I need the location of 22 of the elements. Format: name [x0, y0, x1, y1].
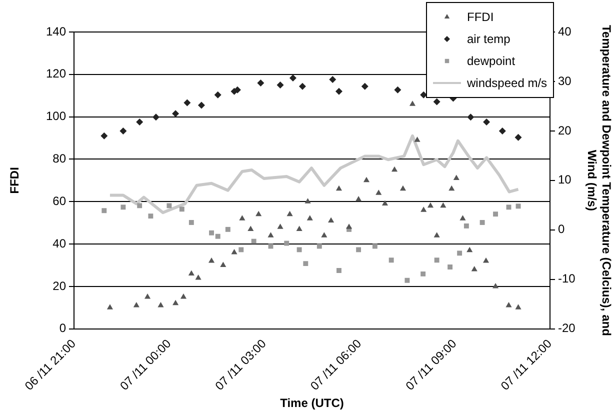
legend-label: FFDI — [467, 10, 494, 24]
y2-axis-title: Temperature and Dewpoint Temperature (Celcius), and Wind (m/s) — [585, 24, 614, 336]
x-axis-title: Time (UTC) — [280, 396, 344, 410]
y-tick-label: 40 — [52, 236, 66, 250]
legend-label: air temp — [467, 32, 510, 46]
y2-tick-label: 10 — [558, 172, 572, 187]
y2-tick-label: 0 — [558, 222, 565, 236]
y2-tick-label: -10 — [558, 272, 576, 286]
y-tick-label: 20 — [52, 278, 66, 293]
y-tick-label: 0 — [59, 321, 66, 336]
legend-label: windspeed m/s — [467, 76, 548, 90]
y-tick-label: 140 — [46, 24, 66, 38]
y-axis-title: FFDI — [8, 167, 22, 194]
y2-tick-label: 20 — [558, 123, 572, 138]
y-tick-label: 60 — [52, 194, 66, 208]
y2-tick-label: 40 — [558, 24, 572, 38]
y-tick-label: 80 — [52, 152, 66, 166]
y2-tick-label: -20 — [558, 321, 576, 336]
legend-label: dewpoint — [467, 54, 516, 68]
y-tick-label: 120 — [46, 66, 66, 81]
y-tick-label: 100 — [46, 109, 66, 124]
y2-tick-label: 30 — [558, 74, 572, 88]
